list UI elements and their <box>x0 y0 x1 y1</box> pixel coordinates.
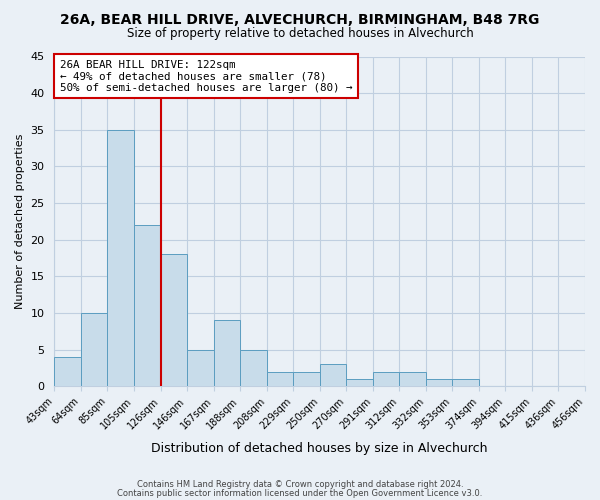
Bar <box>266 372 293 386</box>
Y-axis label: Number of detached properties: Number of detached properties <box>15 134 25 309</box>
Bar <box>346 379 373 386</box>
Bar <box>187 350 214 387</box>
Text: 26A, BEAR HILL DRIVE, ALVECHURCH, BIRMINGHAM, B48 7RG: 26A, BEAR HILL DRIVE, ALVECHURCH, BIRMIN… <box>61 12 539 26</box>
Bar <box>373 372 399 386</box>
Bar <box>214 320 240 386</box>
Bar <box>134 225 161 386</box>
Bar <box>293 372 320 386</box>
Bar <box>107 130 134 386</box>
Bar <box>161 254 187 386</box>
Text: Size of property relative to detached houses in Alvechurch: Size of property relative to detached ho… <box>127 28 473 40</box>
Bar <box>426 379 452 386</box>
Bar <box>55 357 81 386</box>
Bar <box>452 379 479 386</box>
Bar <box>399 372 426 386</box>
Bar <box>81 313 107 386</box>
X-axis label: Distribution of detached houses by size in Alvechurch: Distribution of detached houses by size … <box>151 442 488 455</box>
Text: 26A BEAR HILL DRIVE: 122sqm
← 49% of detached houses are smaller (78)
50% of sem: 26A BEAR HILL DRIVE: 122sqm ← 49% of det… <box>60 60 352 93</box>
Text: Contains HM Land Registry data © Crown copyright and database right 2024.: Contains HM Land Registry data © Crown c… <box>137 480 463 489</box>
Bar <box>240 350 266 387</box>
Text: Contains public sector information licensed under the Open Government Licence v3: Contains public sector information licen… <box>118 488 482 498</box>
Bar <box>320 364 346 386</box>
